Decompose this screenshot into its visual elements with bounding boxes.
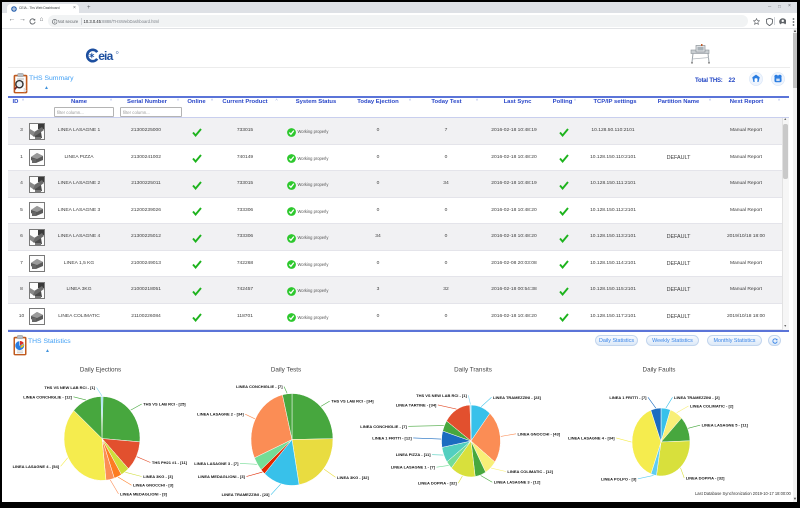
svg-text:LINEA MEDAGLIONI - [3]: LINEA MEDAGLIONI - [3]: [120, 491, 168, 496]
svg-text:LINEA LASAGNE 4 - [34]: LINEA LASAGNE 4 - [34]: [568, 435, 615, 440]
svg-text:LINEA CONCHIGLIE - [12]: LINEA CONCHIGLIE - [12]: [23, 394, 72, 399]
svg-text:LINEA 1 FRITTI - [7]: LINEA 1 FRITTI - [7]: [609, 395, 647, 400]
svg-text:LINEA LASAGNE 4 - [54]: LINEA LASAGNE 4 - [54]: [13, 464, 60, 469]
svg-text:THS PH21 #1 - [11]: THS PH21 #1 - [11]: [152, 460, 188, 465]
svg-text:LINEA TRAMEZZINI - [2]: LINEA TRAMEZZINI - [2]: [674, 395, 720, 400]
svg-text:LINEA 3KG - [32]: LINEA 3KG - [32]: [337, 475, 370, 480]
svg-text:LINEA DOPPIA - [32]: LINEA DOPPIA - [32]: [418, 481, 457, 486]
svg-text:LINEA PIZZA - [11]: LINEA PIZZA - [11]: [396, 452, 431, 457]
svg-text:THS VS LAB RCI - [25]: THS VS LAB RCI - [25]: [143, 402, 186, 407]
svg-text:LINEA GNOCCHI - [3]: LINEA GNOCCHI - [3]: [133, 483, 174, 488]
svg-text:THS VS NEW LAB RCI - [1]: THS VS NEW LAB RCI - [1]: [44, 385, 95, 390]
svg-text:Daily Transits: Daily Transits: [454, 367, 492, 374]
svg-text:LINEA GNOCCHI - [43]: LINEA GNOCCHI - [43]: [518, 431, 561, 436]
svg-text:eia: eia: [98, 49, 113, 63]
svg-text:LINEA COLIMATIC - [2]: LINEA COLIMATIC - [2]: [690, 404, 734, 409]
svg-text:LINEA TRAMEZZINI - [23]: LINEA TRAMEZZINI - [23]: [493, 395, 542, 400]
svg-text:LINEA 3KG - [3]: LINEA 3KG - [3]: [143, 474, 173, 479]
svg-text:THS VS LAB RCI - [34]: THS VS LAB RCI - [34]: [331, 399, 374, 404]
svg-text:LINEA COLIMATIC - [12]: LINEA COLIMATIC - [12]: [507, 469, 553, 474]
svg-text:LINEA LASAGNE 3 - [7]: LINEA LASAGNE 3 - [7]: [194, 461, 239, 466]
svg-text:LINEA LASAGNE 5 - [11]: LINEA LASAGNE 5 - [11]: [702, 423, 749, 428]
svg-text:LINEA LASAGNE 2 - [34]: LINEA LASAGNE 2 - [34]: [197, 412, 244, 417]
svg-text:LINEA LASAGNE 1 - [7]: LINEA LASAGNE 1 - [7]: [391, 465, 436, 470]
svg-text:LINEA TRAMEZZINI - [23]: LINEA TRAMEZZINI - [23]: [222, 492, 271, 497]
svg-text:LINEA CONCHIGLIE - [7]: LINEA CONCHIGLIE - [7]: [360, 424, 407, 429]
svg-text:Daily Faults: Daily Faults: [643, 367, 676, 374]
svg-text:LINEA MEDAGLIONI - [3]: LINEA MEDAGLIONI - [3]: [198, 474, 246, 479]
svg-text:THS VS NEW LAB RCI - [1]: THS VS NEW LAB RCI - [1]: [416, 393, 467, 398]
svg-text:Daily Tests: Daily Tests: [271, 367, 301, 374]
svg-text:LINEA LASAGNE 3 - [12]: LINEA LASAGNE 3 - [12]: [494, 480, 541, 485]
svg-text:LINEA CONCHIGLIE - [7]: LINEA CONCHIGLIE - [7]: [236, 384, 283, 389]
svg-text:LINEA 1 FRITTI - [12]: LINEA 1 FRITTI - [12]: [372, 435, 412, 440]
svg-text:LINEA TARTINE - [34]: LINEA TARTINE - [34]: [396, 402, 437, 407]
svg-text:Daily Ejections: Daily Ejections: [80, 367, 121, 374]
svg-text:LINEA POLPO - [3]: LINEA POLPO - [3]: [601, 476, 637, 481]
svg-text:LINEA DOPPIA - [32]: LINEA DOPPIA - [32]: [686, 475, 725, 480]
